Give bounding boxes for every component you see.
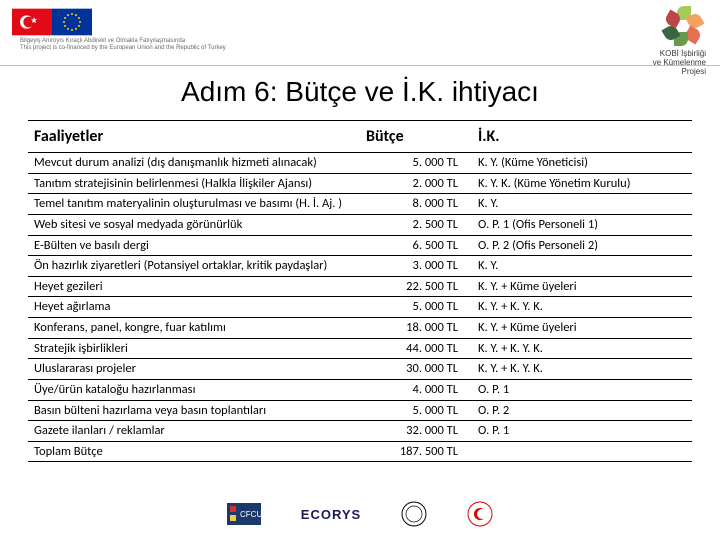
cfcu-logo-icon: CFCU xyxy=(227,503,261,525)
slide: Bilgeyiş Anıroyıs Kıraçlı Abdirekt ve Ol… xyxy=(0,0,720,540)
cell-activity: Temel tanıtım materyalinin oluşturulması… xyxy=(28,194,360,215)
kobi-petals-icon xyxy=(662,6,706,50)
flag-pair xyxy=(12,8,92,36)
tr-emblem-icon xyxy=(467,501,493,527)
project-caption-line: This project is co-financed by the Europ… xyxy=(20,45,226,52)
col-header-budget: Bütçe xyxy=(360,121,472,153)
cell-ik: K. Y. + K. Y. K. xyxy=(472,359,692,380)
cell-budget: 5. 000 TL xyxy=(360,153,472,174)
cell-activity: Toplam Bütçe xyxy=(28,441,360,462)
table-row: Üye/ürün kataloğu hazırlanması4. 000 TLO… xyxy=(28,379,692,400)
project-caption-line: Bilgeyiş Anıroyıs Kıraçlı Abdirekt ve Ol… xyxy=(20,38,226,45)
col-header-activity: Faaliyetler xyxy=(28,121,360,153)
cell-budget: 5. 000 TL xyxy=(360,400,472,421)
cell-ik: K. Y. xyxy=(472,256,692,277)
cell-ik: K. Y. (Küme Yöneticisi) xyxy=(472,153,692,174)
cell-ik: O. P. 2 xyxy=(472,400,692,421)
cell-budget: 44. 000 TL xyxy=(360,338,472,359)
cell-budget: 2. 000 TL xyxy=(360,173,472,194)
cell-budget: 3. 000 TL xyxy=(360,256,472,277)
eu-flag-icon xyxy=(52,8,92,36)
cell-budget: 8. 000 TL xyxy=(360,194,472,215)
cell-ik xyxy=(472,441,692,462)
cell-budget: 6. 500 TL xyxy=(360,235,472,256)
table-row: Mevcut durum analizi (dış danışmanlık hi… xyxy=(28,153,692,174)
cell-activity: Uluslararası projeler xyxy=(28,359,360,380)
table-row: Web sitesi ve sosyal medyada görünürlük2… xyxy=(28,214,692,235)
cell-ik: O. P. 1 xyxy=(472,421,692,442)
header: Bilgeyiş Anıroyıs Kıraçlı Abdirekt ve Ol… xyxy=(0,0,720,66)
cell-activity: E-Bülten ve basılı dergi xyxy=(28,235,360,256)
cell-activity: Üye/ürün kataloğu hazırlanması xyxy=(28,379,360,400)
table-row: Heyet gezileri22. 500 TLK. Y. + Küme üye… xyxy=(28,276,692,297)
cell-activity: Heyet gezileri xyxy=(28,276,360,297)
cell-ik: K. Y. + K. Y. K. xyxy=(472,338,692,359)
cell-activity: Basın bülteni hazırlama veya basın topla… xyxy=(28,400,360,421)
cell-activity: Ön hazırlık ziyaretleri (Potansiyel orta… xyxy=(28,256,360,277)
cell-activity: Gazete ilanları / reklamlar xyxy=(28,421,360,442)
cell-ik: K. Y. K. (Küme Yönetim Kurulu) xyxy=(472,173,692,194)
table-row: E-Bülten ve basılı dergi6. 500 TLO. P. 2… xyxy=(28,235,692,256)
cell-activity: Tanıtım stratejisinin belirlenmesi (Halk… xyxy=(28,173,360,194)
table-row: Gazete ilanları / reklamlar32. 000 TLO. … xyxy=(28,421,692,442)
seal-icon xyxy=(401,501,427,527)
cell-activity: Konferans, panel, kongre, fuar katılımı xyxy=(28,318,360,339)
cell-budget: 30. 000 TL xyxy=(360,359,472,380)
table-row: Temel tanıtım materyalinin oluşturulması… xyxy=(28,194,692,215)
footer-ecorys: ECORYS xyxy=(301,507,361,522)
table-row: Uluslararası projeler30. 000 TLK. Y. + K… xyxy=(28,359,692,380)
table-row: Ön hazırlık ziyaretleri (Potansiyel orta… xyxy=(28,256,692,277)
cell-ik: O. P. 2 (Ofis Personeli 2) xyxy=(472,235,692,256)
cell-ik: K. Y. xyxy=(472,194,692,215)
cell-budget: 4. 000 TL xyxy=(360,379,472,400)
footer-tr-emblem xyxy=(467,501,493,527)
footer-cfcu: CFCU xyxy=(227,503,261,525)
cell-ik: O. P. 1 xyxy=(472,379,692,400)
kobi-text-line: Projesi xyxy=(653,68,706,77)
col-header-ik: İ.K. xyxy=(472,121,692,153)
svg-text:CFCU: CFCU xyxy=(240,510,261,519)
turkey-flag-icon xyxy=(12,8,52,36)
cell-budget: 187. 500 TL xyxy=(360,441,472,462)
footer: CFCU ECORYS xyxy=(0,494,720,534)
slide-title: Adım 6: Bütçe ve İ.K. ihtiyacı xyxy=(0,76,720,108)
cell-ik: K. Y. + K. Y. K. xyxy=(472,297,692,318)
table-row: Tanıtım stratejisinin belirlenmesi (Halk… xyxy=(28,173,692,194)
table-row: Basın bülteni hazırlama veya basın topla… xyxy=(28,400,692,421)
table-row: Stratejik işbirlikleri44. 000 TLK. Y. + … xyxy=(28,338,692,359)
cell-budget: 32. 000 TL xyxy=(360,421,472,442)
table-header-row: Faaliyetler Bütçe İ.K. xyxy=(28,121,692,153)
cell-budget: 22. 500 TL xyxy=(360,276,472,297)
footer-seal xyxy=(401,501,427,527)
cell-activity: Web sitesi ve sosyal medyada görünürlük xyxy=(28,214,360,235)
budget-table: Faaliyetler Bütçe İ.K. Mevcut durum anal… xyxy=(28,120,692,462)
cell-budget: 18. 000 TL xyxy=(360,318,472,339)
project-caption: Bilgeyiş Anıroyıs Kıraçlı Abdirekt ve Ol… xyxy=(20,38,226,51)
table-row: Heyet ağırlama5. 000 TLK. Y. + K. Y. K. xyxy=(28,297,692,318)
ecorys-text: ECORYS xyxy=(301,507,361,522)
cell-ik: K. Y. + Küme üyeleri xyxy=(472,276,692,297)
cell-activity: Heyet ağırlama xyxy=(28,297,360,318)
cell-activity: Mevcut durum analizi (dış danışmanlık hi… xyxy=(28,153,360,174)
cell-budget: 2. 500 TL xyxy=(360,214,472,235)
cell-activity: Stratejik işbirlikleri xyxy=(28,338,360,359)
table-row: Konferans, panel, kongre, fuar katılımı1… xyxy=(28,318,692,339)
table-row: Toplam Bütçe187. 500 TL xyxy=(28,441,692,462)
cell-budget: 5. 000 TL xyxy=(360,297,472,318)
budget-table-wrap: Faaliyetler Bütçe İ.K. Mevcut durum anal… xyxy=(28,120,692,462)
cell-ik: O. P. 1 (Ofis Personeli 1) xyxy=(472,214,692,235)
cell-ik: K. Y. + Küme üyeleri xyxy=(472,318,692,339)
kobi-logo: KOBİ İşbirliği ve Kümelenme Projesi xyxy=(653,6,706,76)
